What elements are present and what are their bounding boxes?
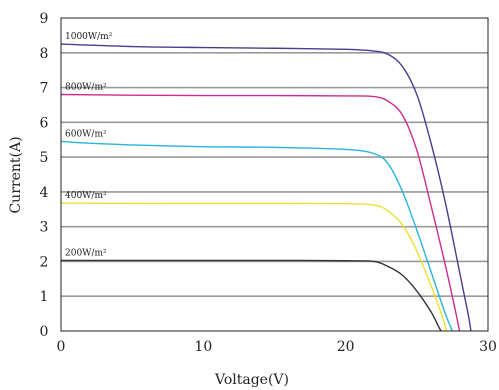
x-tick-label-20: 20: [337, 339, 355, 355]
grid-lines: [61, 51, 488, 298]
x-tick-label-30: 30: [479, 339, 497, 355]
y-tick-label-4: 4: [40, 185, 49, 201]
series-labels: 1000W/m² 800W/m² 600W/m² 400W/m² 200W/m²: [65, 32, 113, 258]
series-curve-1: [60, 93, 461, 332]
series-label-4: 200W/m²: [65, 248, 107, 258]
y-tick-label-3: 3: [40, 220, 49, 236]
y-tick-label-5: 5: [40, 150, 49, 166]
series-label-2: 600W/m²: [65, 129, 107, 139]
y-tick-label-9: 9: [40, 11, 49, 27]
series-curve-2: [60, 140, 454, 332]
plot-frame: [60, 17, 489, 332]
series-label-1: 800W/m²: [65, 83, 107, 93]
x-tick-label-0: 0: [57, 339, 66, 355]
series-curve-3: [60, 202, 448, 332]
y-tick-label-6: 6: [40, 115, 49, 131]
series-label-0: 1000W/m²: [65, 32, 113, 42]
y-tick-label-1: 1: [40, 289, 49, 305]
y-tick-label-8: 8: [40, 46, 49, 62]
series-curve-0: [60, 43, 472, 332]
series-curves: [60, 43, 472, 332]
x-axis-label: Voltage(V): [214, 372, 289, 388]
series-label-3: 400W/m²: [65, 191, 107, 201]
y-tick-label-0: 0: [40, 324, 49, 340]
x-tick-label-10: 10: [194, 339, 212, 355]
y-tick-label-7: 7: [40, 81, 49, 97]
y-tick-labels: 0 1 2 3 4 5 6 7 8 9: [40, 11, 49, 340]
series-curve-4: [61, 259, 442, 332]
x-tick-labels: 0 10 20 30: [57, 339, 497, 355]
y-axis-label: Current(A): [8, 136, 24, 213]
y-tick-label-2: 2: [40, 254, 49, 270]
